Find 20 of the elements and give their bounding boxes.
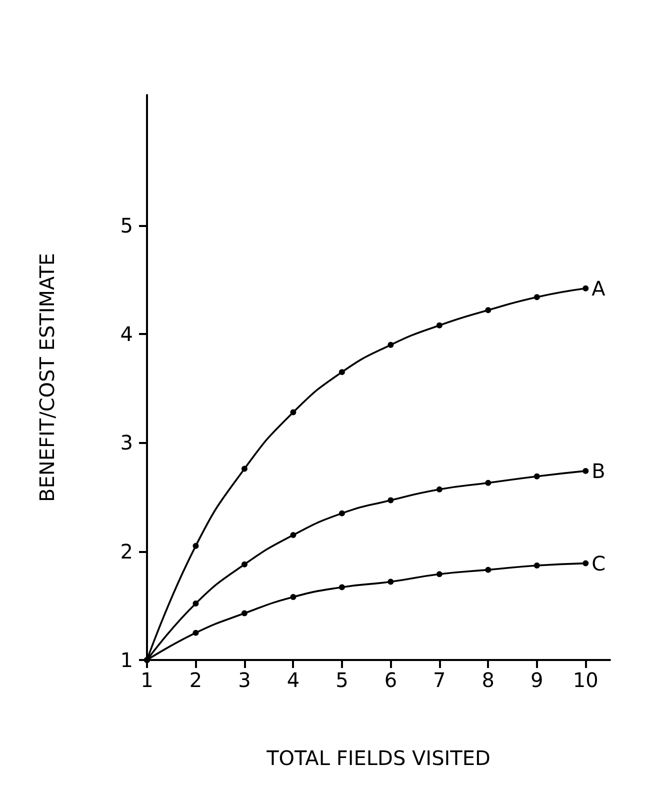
x-tick-label: 2 <box>189 668 202 692</box>
series-label: B <box>592 458 606 483</box>
x-tick-label: 5 <box>336 668 348 692</box>
x-tick-label: 10 <box>572 668 598 692</box>
y-tick-label: 5 <box>120 213 133 238</box>
y-tick-label: 4 <box>120 322 133 346</box>
y-tick-label: 3 <box>120 430 133 455</box>
x-tick-label: 9 <box>530 668 544 692</box>
x-tick-label: 7 <box>433 668 446 692</box>
x-tick-label: 6 <box>384 668 398 692</box>
y-axis-title: BENEFIT/COST ESTIMATE <box>35 253 59 502</box>
series-label: C <box>592 551 606 576</box>
x-tick-label: 4 <box>286 668 300 692</box>
y-tick-label: 1 <box>120 648 133 672</box>
x-axis-title: TOTAL FIELDS VISITED <box>266 746 490 770</box>
y-tick-label: 2 <box>120 539 133 564</box>
x-tick-label: 3 <box>238 668 251 692</box>
x-tick-label: 8 <box>482 668 495 692</box>
x-tick-label: 1 <box>140 668 154 692</box>
series-label: A <box>592 276 606 300</box>
